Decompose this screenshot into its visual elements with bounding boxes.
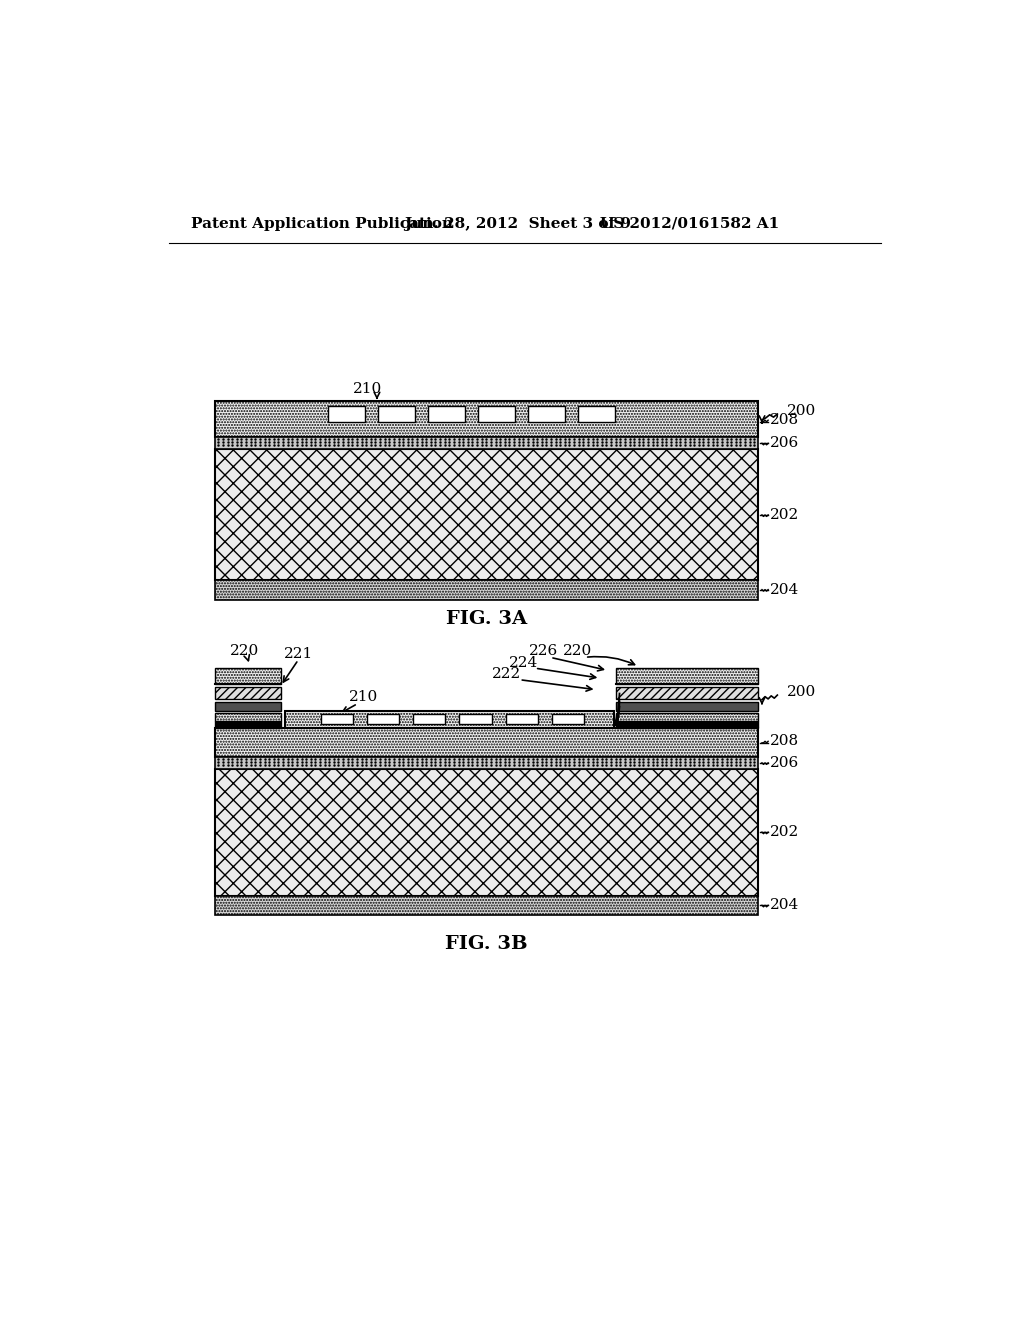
Bar xyxy=(215,450,758,581)
Bar xyxy=(215,686,281,700)
Bar xyxy=(215,758,758,770)
Text: 202: 202 xyxy=(770,825,799,840)
Bar xyxy=(215,401,758,437)
Text: 200: 200 xyxy=(787,685,816,700)
Text: 204: 204 xyxy=(770,582,799,597)
Text: Patent Application Publication: Patent Application Publication xyxy=(190,216,453,231)
Bar xyxy=(215,770,758,896)
Bar xyxy=(285,711,614,729)
Text: US 2012/0161582 A1: US 2012/0161582 A1 xyxy=(600,216,779,231)
Text: 210: 210 xyxy=(349,690,379,705)
Bar xyxy=(460,714,492,723)
Text: 222: 222 xyxy=(492,668,521,681)
Text: 226: 226 xyxy=(529,644,559,659)
Text: 204: 204 xyxy=(770,899,799,912)
Text: Jun. 28, 2012  Sheet 3 of 9: Jun. 28, 2012 Sheet 3 of 9 xyxy=(403,216,631,231)
Bar xyxy=(215,702,281,711)
Text: 208: 208 xyxy=(770,734,799,748)
Text: 221: 221 xyxy=(284,647,313,660)
Bar xyxy=(615,721,758,729)
Text: 206: 206 xyxy=(770,437,799,450)
Bar xyxy=(215,713,281,721)
Text: 200: 200 xyxy=(787,404,816,418)
Text: 220: 220 xyxy=(562,644,592,659)
Bar xyxy=(615,713,758,721)
Bar xyxy=(413,714,445,723)
Text: 202: 202 xyxy=(770,508,799,521)
Bar xyxy=(528,405,565,422)
Bar xyxy=(552,714,584,723)
Bar xyxy=(615,668,758,684)
Bar xyxy=(215,668,281,684)
Bar xyxy=(615,686,758,700)
Text: FIG. 3A: FIG. 3A xyxy=(446,610,527,628)
Bar xyxy=(428,405,465,422)
Bar xyxy=(578,405,614,422)
Bar xyxy=(215,581,758,599)
Text: 210: 210 xyxy=(353,383,382,396)
Bar xyxy=(367,714,399,723)
Bar xyxy=(215,896,758,915)
Text: 206: 206 xyxy=(770,756,799,770)
Bar xyxy=(615,702,758,711)
Bar xyxy=(478,405,515,422)
Bar xyxy=(506,714,538,723)
Text: 224: 224 xyxy=(509,656,538,669)
Text: FIG. 3B: FIG. 3B xyxy=(445,935,528,953)
Bar xyxy=(378,405,415,422)
Bar xyxy=(215,721,281,729)
Bar xyxy=(215,437,758,449)
Text: 208: 208 xyxy=(770,413,799,428)
Text: 220: 220 xyxy=(230,644,259,659)
Bar xyxy=(328,405,365,422)
Bar xyxy=(321,714,353,723)
Bar xyxy=(215,729,758,758)
